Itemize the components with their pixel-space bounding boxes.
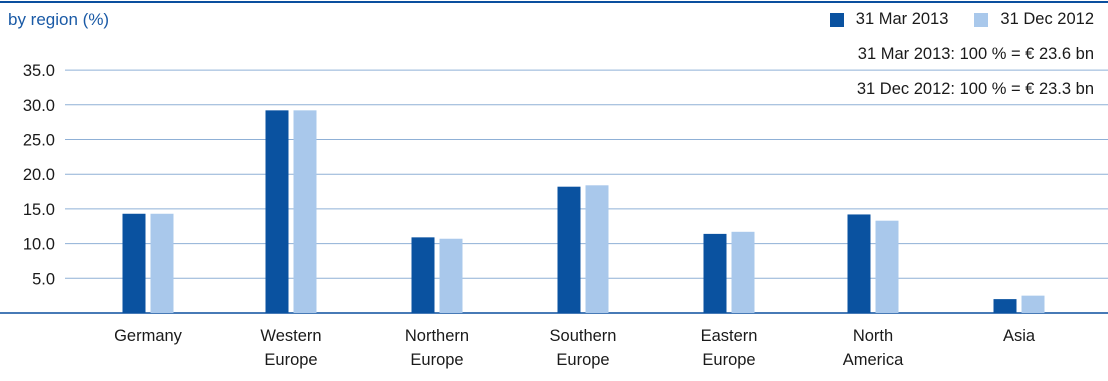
bar-dec-2012 [439,238,463,313]
bar-dec-2012 [731,231,755,313]
y-tick-label: 5.0 [32,270,55,288]
y-tick-label: 15.0 [23,201,55,219]
x-tick-label: Northern [405,327,469,345]
bar-dec-2012 [585,185,609,313]
x-tick-label: Southern [550,327,617,345]
y-tick-label: 10.0 [23,236,55,254]
y-tick-label: 30.0 [23,97,55,115]
total-note-dec-2012: 31 Dec 2012: 100 % = € 23.3 bn [856,80,1094,98]
chart-subtitle: by region (%) [8,10,110,29]
x-tick-label: Europe [264,351,317,369]
bar-mar-2013 [703,233,727,313]
bar-dec-2012 [1021,295,1045,313]
x-tick-label: Germany [114,327,183,345]
bar-mar-2013 [993,299,1017,313]
x-tick-label: Eastern [701,327,758,345]
x-tick-label: North [853,327,893,345]
x-tick-label: Europe [556,351,609,369]
legend-swatch-dec-2012 [974,12,989,27]
top-rule [0,1,1108,3]
legend: 31 Mar 2013 31 Dec 2012 [804,10,1094,29]
legend-swatch-mar-2013 [829,12,844,27]
legend-label-mar-2013: 31 Mar 2013 [855,10,949,28]
x-tick-label: America [843,351,904,369]
x-tick-label: Europe [702,351,755,369]
legend-item-dec-2012: 31 Dec 2012 [974,10,1094,29]
bar-dec-2012 [150,213,174,313]
bar-mar-2013 [265,110,289,314]
bar-mar-2013 [847,214,871,313]
legend-item-mar-2013: 31 Mar 2013 [829,10,949,29]
x-tick-label: Asia [1003,327,1036,345]
x-tick-label: Europe [410,351,463,369]
bar-mar-2013 [557,186,581,313]
y-tick-label: 20.0 [23,166,55,184]
legend-label-dec-2012: 31 Dec 2012 [1000,10,1094,28]
bar-mar-2013 [411,237,435,313]
bar-mar-2013 [122,213,146,313]
bar-dec-2012 [293,110,317,314]
y-tick-label: 35.0 [23,62,55,80]
x-tick-label: Western [260,327,321,345]
bar-dec-2012 [875,220,899,313]
y-tick-label: 25.0 [23,132,55,150]
total-note-mar-2013: 31 Mar 2013: 100 % = € 23.6 bn [857,45,1094,63]
